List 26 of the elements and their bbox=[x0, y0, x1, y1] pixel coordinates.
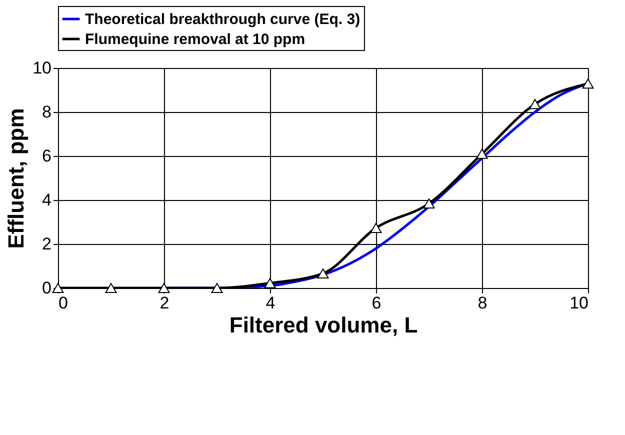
x-axis-title: Filtered volume, L bbox=[229, 312, 418, 338]
point bbox=[476, 148, 488, 159]
y-axis-title: Effluent, ppm bbox=[4, 108, 29, 249]
point bbox=[264, 278, 276, 288]
y-tick-label: 2 bbox=[42, 234, 52, 254]
y-tick-label: 6 bbox=[42, 146, 52, 166]
point bbox=[317, 268, 329, 279]
x-tick-label: 0 bbox=[58, 294, 68, 312]
point bbox=[105, 282, 117, 294]
point bbox=[582, 78, 594, 89]
x-tick-label: 8 bbox=[478, 294, 488, 312]
y-tick-label: 10 bbox=[32, 58, 52, 78]
legend-label: Theoretical breakthrough curve (Eq. 3) bbox=[85, 11, 360, 28]
y-tick-label: 8 bbox=[42, 102, 52, 122]
point bbox=[529, 99, 541, 110]
y-tick-label: 4 bbox=[42, 190, 52, 210]
x-tick-label: 6 bbox=[372, 294, 382, 312]
point bbox=[211, 282, 223, 294]
y-tick-label: 0 bbox=[42, 278, 52, 298]
point bbox=[158, 282, 170, 294]
x-tick-label: 10 bbox=[570, 294, 588, 312]
x-tick-label: 4 bbox=[266, 294, 276, 312]
x-tick-label: 2 bbox=[160, 294, 170, 312]
legend-label: Flumequine removal at 10 ppm bbox=[85, 31, 306, 48]
point bbox=[370, 222, 382, 233]
point bbox=[423, 198, 435, 209]
